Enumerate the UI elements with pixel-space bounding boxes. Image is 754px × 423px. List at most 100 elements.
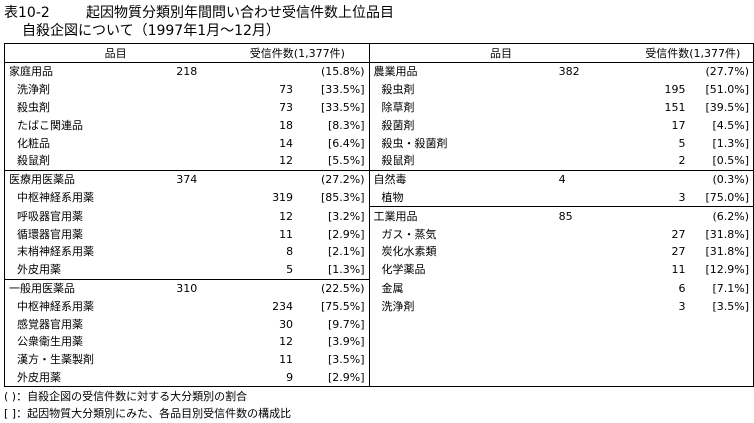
left-count-cell: 234 <box>272 299 294 313</box>
left-name-cell: 洗浄剤 <box>4 80 173 99</box>
right-pct-cell: [31.8%] <box>689 242 754 261</box>
left-count-cell: 9 <box>226 368 298 388</box>
left-count-cell: 8 <box>286 245 294 259</box>
left-count-cell: 5 <box>286 263 294 277</box>
left-total-cell <box>172 243 226 261</box>
left-total-cell <box>172 81 226 99</box>
left-total-cell: 310 <box>172 278 227 298</box>
left-pct-cell: [85.3%] <box>297 188 370 207</box>
right-count-cell: 27 <box>671 227 686 241</box>
left-name-cell: 公衆衛生用薬 <box>4 332 173 351</box>
left-count-cell: 11 <box>279 227 294 241</box>
table-row: 漢方・生薬製剤 11 [3.5%] <box>4 350 754 369</box>
left-total-cell: 374 <box>172 169 227 189</box>
right-name-cell: 自然毒 <box>369 169 555 189</box>
right-pct-cell: [4.5%] <box>689 116 754 135</box>
left-pct-cell: [2.1%] <box>297 242 370 261</box>
left-total-cell <box>172 315 226 333</box>
right-count-cell: 17 <box>671 118 686 132</box>
right-name-cell: 植物 <box>381 190 404 204</box>
left-count-cell: 12 <box>279 154 294 168</box>
table-row: 医療用医薬品 374 (27.2%) 自然毒 4 (0.3%) <box>4 169 754 189</box>
left-pct-cell: (27.2%) <box>297 169 370 189</box>
table-row: 一般用医薬品 310 (22.5%) 金属 6 [7.1%] <box>4 278 754 298</box>
left-name-cell: 殺鼠剤 <box>4 151 173 171</box>
right-count-cell <box>632 169 690 189</box>
left-count-cell <box>226 63 297 81</box>
header-item-right: 品目 <box>369 43 633 63</box>
table-row: 感覚器官用薬 30 [9.7%] <box>4 315 754 333</box>
right-empty-cell <box>633 333 690 351</box>
right-total-cell <box>555 99 633 117</box>
header-count-left: 受信件数(1,377件) <box>226 43 370 63</box>
left-name-cell: 家庭用品 <box>4 62 173 81</box>
left-name-cell: 一般用医薬品 <box>4 278 173 298</box>
left-pct-cell: (15.8%) <box>297 62 370 81</box>
left-total-cell <box>172 297 226 315</box>
table-title-text: 起因物質分類別年間問い合わせ受信件数上位品目 <box>86 5 394 21</box>
right-count-cell: 3 <box>678 190 686 204</box>
right-name-cell: 工業用品 <box>369 206 555 226</box>
right-name-cell: 殺菌剤 <box>381 118 415 132</box>
right-count-cell <box>633 63 690 81</box>
right-total-cell <box>555 81 633 99</box>
table-body: 家庭用品 218 (15.8%) 農業用品 382 (27.7%) 洗浄剤 73 [33.5%]… <box>4 62 754 388</box>
left-name-cell: 医療用医薬品 <box>4 169 173 189</box>
right-empty-cell <box>689 332 754 351</box>
right-empty-cell <box>689 368 754 388</box>
left-pct-cell: [9.7%] <box>297 315 370 333</box>
left-pct-cell: [3.9%] <box>297 332 370 351</box>
left-pct-cell: [3.2%] <box>297 206 370 226</box>
table-subtitle: 自殺企図について（1997年1月～12月） <box>22 23 280 39</box>
right-pct-cell: (0.3%) <box>689 169 754 189</box>
left-pct-cell: [75.5%] <box>297 297 370 316</box>
table-row: 呼吸器官用薬 12 [3.2%] 工業用品 85 (6.2%) <box>4 206 754 226</box>
right-empty-cell <box>633 315 690 333</box>
right-empty-cell <box>369 351 555 369</box>
left-count-cell <box>226 169 298 189</box>
left-name-cell: 循環器官用薬 <box>4 225 173 243</box>
right-empty-cell <box>632 368 690 388</box>
left-name-cell: 漢方・生薬製剤 <box>4 350 173 369</box>
left-count-cell: 12 <box>279 335 294 349</box>
left-pct-cell: (22.5%) <box>297 278 370 298</box>
left-total-cell <box>172 99 226 117</box>
table-row: 化粧品 14 [6.4%] 殺虫・殺菌剤 5 [1.3%] <box>4 134 754 152</box>
left-count-cell <box>226 278 298 298</box>
right-total-cell <box>555 279 633 297</box>
left-pct-cell: [33.5%] <box>297 80 370 99</box>
left-count-cell: 73 <box>279 83 294 97</box>
left-total-cell: 218 <box>176 65 198 79</box>
right-name-cell: ガス・蒸気 <box>381 227 437 241</box>
left-total-cell <box>172 351 226 369</box>
left-pct-cell: [5.5%] <box>297 151 370 171</box>
right-count-cell: 151 <box>664 100 686 114</box>
right-name-cell: 炭化水素類 <box>381 245 437 259</box>
right-pct-cell: [3.5%] <box>689 297 754 316</box>
left-pct-cell: [8.3%] <box>297 116 370 135</box>
table-row: 中枢神経系用薬 234 [75.5%] 洗浄剤 3 [3.5%] <box>4 297 754 316</box>
header-row: 品目 受信件数(1,377件) 品目 受信件数(1,377件) <box>4 43 754 63</box>
table-row: 循環器官用薬 11 [2.9%] ガス・蒸気 27 [31.8%] <box>4 225 754 243</box>
table-title: 表10-2 起因物質分類別年間問い合わせ受信件数上位品目 <box>4 4 394 22</box>
right-empty-cell <box>555 351 633 369</box>
left-pct-cell: [6.4%] <box>297 134 370 152</box>
left-total-cell <box>172 207 226 225</box>
left-total-cell <box>172 368 227 388</box>
table-row: 殺鼠剤 12 [5.5%] 殺鼠剤 2 [0.5%] <box>4 151 754 171</box>
right-name-cell: 殺鼠剤 <box>381 154 415 168</box>
right-total-cell <box>555 116 633 134</box>
right-empty-cell <box>369 333 555 351</box>
right-name-cell: 農業用品 <box>373 65 418 79</box>
header-count-right: 受信件数(1,377件) <box>632 43 754 63</box>
right-empty-cell <box>369 368 555 388</box>
right-pct-cell: [0.5%] <box>689 151 754 171</box>
left-total-cell <box>172 225 226 243</box>
left-name-cell: たばこ関連品 <box>4 116 173 135</box>
left-count-cell: 30 <box>279 317 294 331</box>
left-pct-cell: [3.5%] <box>297 350 370 369</box>
left-pct-cell: [2.9%] <box>297 368 370 388</box>
right-total-cell <box>555 297 633 315</box>
left-count-cell: 18 <box>279 118 294 132</box>
right-name-cell: 殺虫剤 <box>381 83 415 97</box>
